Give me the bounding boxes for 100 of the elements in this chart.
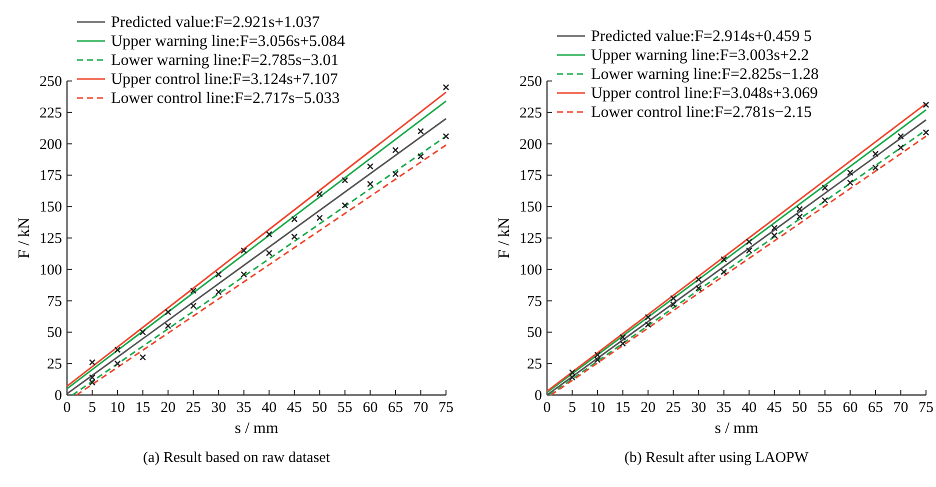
point: [342, 176, 348, 184]
point: [822, 184, 828, 192]
point: [796, 213, 803, 220]
y-tick-label: 200: [520, 136, 542, 153]
legend-label: Lower warning line:F=2.825s−1.28: [591, 66, 819, 83]
y-axis-title: F / kN: [496, 217, 513, 258]
point: [316, 190, 323, 198]
x-tick-label: 40: [262, 400, 277, 416]
point: [89, 359, 96, 366]
point: [670, 301, 677, 308]
text: (b) Result after using LAOPW: [624, 450, 810, 466]
x-tick-label: 20: [640, 400, 656, 416]
x-tick-label: 45: [766, 400, 782, 416]
point: [720, 268, 728, 276]
legend-label: Upper warning line:F=3.056s+5.084: [111, 33, 346, 50]
point: [922, 129, 930, 136]
y-tick-label: 25: [527, 356, 542, 373]
point: [366, 163, 374, 170]
x-tick-label: 45: [286, 400, 302, 416]
point: [746, 238, 752, 246]
legend-label: Lower warning line:F=2.785s−3.01: [111, 52, 339, 69]
point: [746, 247, 752, 254]
point: [291, 233, 298, 240]
point: [822, 197, 828, 204]
point: [366, 180, 374, 188]
y-tick-label: 75: [47, 294, 62, 310]
point: [594, 352, 601, 358]
point: [695, 284, 702, 292]
y-tick-label: 200: [40, 136, 62, 153]
legend-label: Upper warning line:F=3.003s+2.2: [591, 47, 810, 64]
x-tick-label: 20: [160, 400, 176, 416]
point: [594, 356, 601, 364]
point: [114, 360, 121, 367]
point: [266, 230, 272, 238]
x-tick-label: 25: [666, 400, 681, 416]
x-tick-label: 50: [312, 400, 328, 416]
y-tick-label: 125: [520, 231, 542, 247]
y-tick-label: 125: [40, 231, 62, 247]
x-tick-label: 55: [817, 400, 832, 416]
y-tick-label: 225: [40, 105, 62, 122]
x-tick-label: 15: [135, 400, 150, 416]
point: [872, 150, 879, 158]
y-axis-title: F / kN: [16, 217, 33, 258]
y-tick-label: 0: [54, 388, 62, 404]
legend-label: Lower control line:F=2.781s−2.15: [591, 104, 812, 121]
point: [897, 133, 904, 140]
point: [846, 179, 854, 186]
x-axis-title: s / mm: [234, 420, 279, 437]
point: [796, 206, 803, 212]
point: [670, 295, 677, 302]
y-tick-label: 250: [40, 74, 62, 90]
point: [240, 247, 248, 254]
point: [164, 308, 172, 316]
text: (a) Result based on raw dataset: [142, 450, 331, 466]
point: [392, 146, 399, 154]
point: [190, 302, 197, 310]
point: [89, 374, 96, 381]
legend-label: Upper control line:F=3.124s+7.107: [111, 71, 338, 88]
x-tick-label: 25: [186, 400, 201, 416]
y-tick-label: 100: [40, 262, 62, 278]
point: [291, 216, 298, 222]
point: [164, 322, 172, 330]
x-tick-label: 35: [236, 400, 252, 416]
x-tick-label: 50: [792, 400, 808, 416]
point: [720, 256, 728, 263]
y-tick-label: 250: [520, 74, 542, 90]
y-tick-label: 0: [534, 388, 542, 404]
y-tick-label: 100: [520, 262, 542, 278]
x-tick-label: 30: [691, 400, 706, 416]
y-tick-label: 50: [527, 325, 542, 342]
x-tick-label: 70: [413, 400, 428, 416]
x-tick-label: 55: [337, 400, 352, 416]
x-tick-label: 30: [211, 400, 226, 416]
point: [771, 224, 778, 232]
point: [140, 328, 146, 336]
y-tick-label: 75: [527, 294, 542, 310]
x-tick-label: 60: [362, 400, 378, 416]
x-tick-label: 5: [568, 400, 576, 416]
point: [240, 271, 248, 278]
x-axis-title: s / mm: [714, 420, 759, 437]
point: [417, 128, 424, 134]
point: [417, 153, 424, 160]
y-tick-label: 25: [47, 356, 62, 373]
point: [846, 169, 854, 176]
x-tick-label: 15: [615, 400, 630, 416]
point: [644, 314, 652, 320]
legend-label: Predicted value:F=2.921s+1.037: [111, 14, 320, 31]
x-tick-label: 10: [590, 400, 606, 416]
y-tick-label: 150: [520, 200, 542, 216]
y-tick-label: 150: [40, 200, 62, 216]
point: [442, 133, 450, 140]
point: [190, 288, 197, 294]
point: [215, 288, 222, 296]
point: [569, 369, 576, 376]
point: [342, 202, 348, 209]
point: [620, 340, 626, 347]
x-tick-label: 65: [868, 400, 883, 416]
point: [771, 232, 778, 239]
legend-label: Lower control line:F=2.717s−5.033: [111, 90, 340, 107]
point: [620, 334, 626, 340]
